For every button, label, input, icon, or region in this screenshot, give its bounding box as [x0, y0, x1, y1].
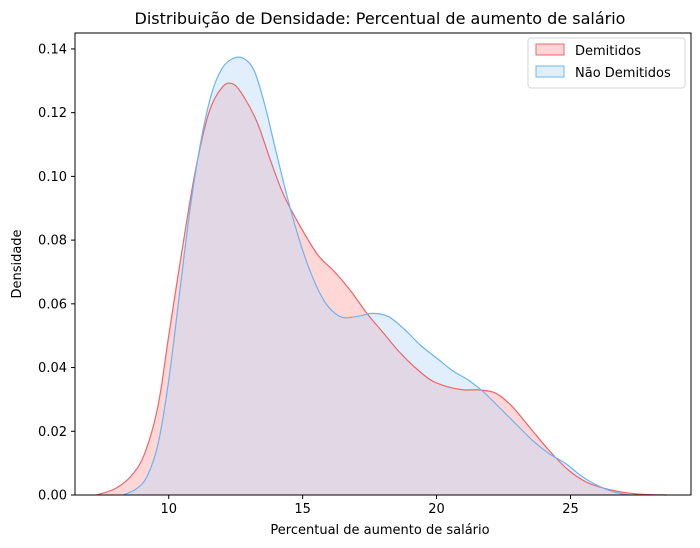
legend-box [527, 37, 686, 89]
x-tick-label: 25 [562, 502, 579, 517]
legend-swatch-demitidos [535, 43, 565, 56]
plot-fills [96, 57, 667, 496]
x-axis-ticks: 10 15 20 25 [160, 495, 579, 517]
x-tick-label: 15 [294, 502, 311, 517]
legend-label-demitidos: Demitidos [575, 44, 641, 59]
chart-title: Distribuição de Densidade: Percentual de… [135, 9, 626, 28]
y-tick-label: 0.06 [38, 297, 67, 312]
legend: Demitidos Não Demitidos [527, 37, 686, 89]
legend-swatch-nao-demitidos [535, 65, 565, 78]
density-line-demitidos [96, 82, 667, 496]
legend-label-nao-demitidos: Não Demitidos [575, 66, 671, 81]
y-axis-label: Densidade [10, 229, 25, 298]
y-tick-label: 0.00 [38, 489, 67, 504]
area-fill-nao-demitidos [123, 57, 630, 495]
plot-frame [74, 32, 692, 496]
y-axis-ticks: 0.00 0.02 0.04 0.06 0.08 0.10 0.12 0.14 [38, 42, 75, 504]
x-tick-label: 10 [160, 502, 177, 517]
density-line-nao-demitidos [122, 56, 630, 496]
x-axis-label: Percentual de aumento de salário [270, 523, 489, 538]
plot-lines [96, 56, 667, 496]
y-tick-label: 0.14 [38, 42, 67, 57]
y-tick-label: 0.04 [38, 361, 67, 376]
y-tick-label: 0.12 [38, 106, 67, 121]
y-tick-label: 0.02 [38, 425, 67, 440]
y-tick-label: 0.10 [38, 170, 67, 185]
x-tick-label: 20 [428, 502, 445, 517]
area-fill-demitidos [96, 83, 667, 496]
y-tick-label: 0.08 [38, 234, 67, 249]
